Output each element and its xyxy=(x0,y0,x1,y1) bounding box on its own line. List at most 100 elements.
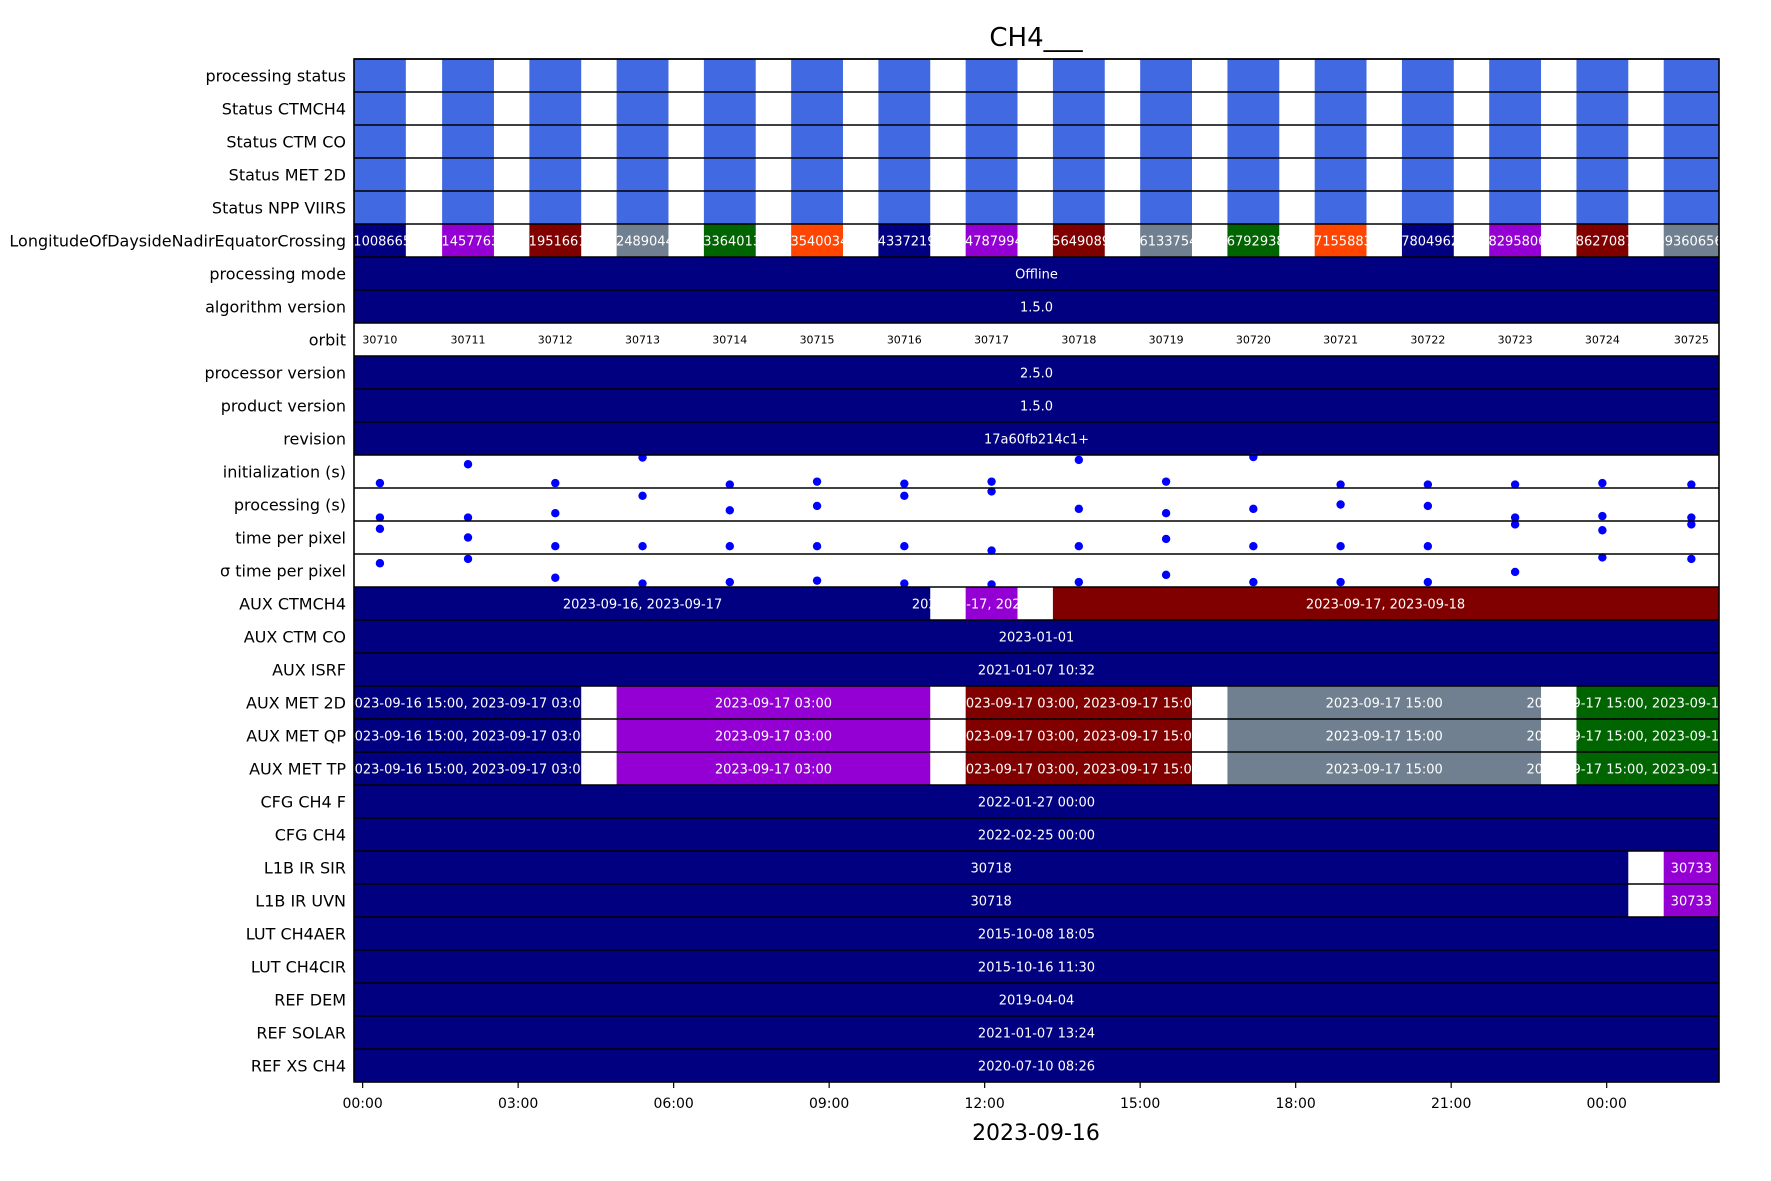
lon-value: -1008665 xyxy=(349,235,412,250)
data-point xyxy=(1423,577,1433,587)
status-bar xyxy=(1140,125,1193,158)
row-19: 2023-09-16 15:00, 2023-09-17 03:00 2023-0… xyxy=(346,686,1769,719)
orbit-number: 30719 xyxy=(1149,334,1184,347)
row-label: Status MET 2D xyxy=(229,166,346,185)
status-bar xyxy=(878,125,931,158)
row-label: Status CTM CO xyxy=(226,133,346,152)
data-point xyxy=(1510,567,1520,577)
span-label: 2023-09-17 15:00 xyxy=(1326,697,1443,712)
data-point xyxy=(638,579,647,588)
status-bar xyxy=(354,158,406,191)
row-label: product version xyxy=(221,397,346,416)
span-bar xyxy=(1663,851,1719,884)
data-point xyxy=(812,542,822,551)
row-label: processor version xyxy=(204,364,346,383)
status-bar xyxy=(529,125,582,158)
span-label: 2023-09-17 03:00 xyxy=(715,697,832,712)
data-point xyxy=(900,479,909,488)
status-bar xyxy=(529,92,582,125)
status-bar xyxy=(703,92,756,125)
row-21: 2023-09-16 15:00, 2023-09-17 03:00 2023-0… xyxy=(354,752,1719,785)
span-label: 30718 xyxy=(970,862,1011,877)
lon-bar xyxy=(1576,224,1629,257)
row-16: 2023-09-16, 2023-09-17 2023-09-17, 2023-0… xyxy=(354,587,1719,620)
span-label: 2023-09-17 15:00 xyxy=(1326,763,1443,778)
status-bar xyxy=(1052,125,1105,158)
span-bar xyxy=(1576,752,1719,785)
row-label: Status CTMCH4 xyxy=(222,100,346,119)
row-label: processing mode xyxy=(209,265,346,284)
data-point xyxy=(463,554,473,564)
span-label: 2023-09-17 15:00, 2023-09-18 03:00 xyxy=(1526,697,1769,712)
row-label: revision xyxy=(283,430,346,449)
status-bar xyxy=(442,92,494,125)
x-tick-label: 21:00 xyxy=(1431,1096,1471,1112)
span-bar xyxy=(354,983,1719,1016)
row-label: initialization (s) xyxy=(223,463,346,482)
lon-value: -4787994 xyxy=(960,235,1023,250)
status-bar xyxy=(703,125,756,158)
data-point xyxy=(725,506,735,515)
row-7: 1.5.0 xyxy=(354,290,1719,323)
row-25: 30718 30733 xyxy=(354,884,1719,917)
status-bar xyxy=(965,92,1018,125)
status-bar xyxy=(1576,92,1629,125)
row-24: 30718 30733 xyxy=(354,851,1719,884)
status-bar xyxy=(616,191,669,224)
span-label: 2023-09-17 03:00, 2023-09-17 15:00 xyxy=(958,763,1201,778)
data-point xyxy=(1423,542,1433,551)
span-bar xyxy=(354,719,582,752)
status-bar xyxy=(878,92,931,125)
lon-value: -8295806 xyxy=(1484,235,1547,250)
data-point xyxy=(1336,577,1345,587)
status-bar xyxy=(442,158,494,191)
row-6: Offline xyxy=(354,257,1719,290)
span-bar xyxy=(965,587,1018,620)
data-point xyxy=(1161,570,1171,580)
data-point xyxy=(375,524,385,533)
orbit-number: 30716 xyxy=(887,334,922,347)
plot-frame xyxy=(353,58,1720,1083)
row-label: L1B IR SIR xyxy=(264,859,346,878)
row-17: 2023-01-01 xyxy=(354,620,1719,653)
row-20: 2023-09-16 15:00, 2023-09-17 03:00 2023-0… xyxy=(354,719,1769,752)
lon-value: -9360656 xyxy=(1660,235,1723,250)
span-bar xyxy=(354,422,1719,455)
status-bar xyxy=(616,92,669,125)
row-28: 2019-04-04 xyxy=(354,983,1719,1016)
status-bar xyxy=(442,125,494,158)
span-label: 2020-07-10 08:26 xyxy=(978,1060,1095,1075)
span-bar xyxy=(354,620,1719,653)
status-bar xyxy=(878,191,931,224)
status-bar xyxy=(1052,92,1105,125)
span-label: 2023-09-16 15:00, 2023-09-17 03:00 xyxy=(346,697,589,712)
x-tick-label: 00:00 xyxy=(1587,1096,1627,1112)
span-label: 2023-09-17 15:00 xyxy=(1326,730,1443,745)
lon-bar xyxy=(1052,224,1105,257)
status-bar xyxy=(1576,191,1629,224)
status-bar xyxy=(791,191,843,224)
span-bar xyxy=(354,917,1719,950)
row-9: 2.5.0 xyxy=(354,356,1719,389)
span-bar xyxy=(354,884,1629,917)
row-label: L1B IR UVN xyxy=(255,892,346,911)
status-bar xyxy=(1576,158,1629,191)
lon-bar xyxy=(791,224,843,257)
row-13 xyxy=(375,487,1696,522)
span-bar xyxy=(1052,587,1719,620)
data-point xyxy=(375,478,385,488)
status-bar xyxy=(1314,92,1367,125)
orbit-number: 30720 xyxy=(1236,334,1271,347)
span-label: 2023-09-17 15:00, 2023-09-18 03:00 xyxy=(1526,730,1769,745)
row-label: algorithm version xyxy=(205,298,346,317)
span-bar xyxy=(1576,686,1719,719)
status-bar xyxy=(1227,59,1280,92)
x-tick-label: 00:00 xyxy=(342,1096,382,1112)
status-bar xyxy=(1663,158,1719,191)
lon-bar xyxy=(1663,224,1719,257)
span-bar xyxy=(616,752,931,785)
row-30: 2020-07-10 08:26 xyxy=(354,1049,1719,1082)
status-bar xyxy=(1576,125,1629,158)
row-label: CFG CH4 F xyxy=(260,793,346,812)
data-point xyxy=(638,491,647,500)
